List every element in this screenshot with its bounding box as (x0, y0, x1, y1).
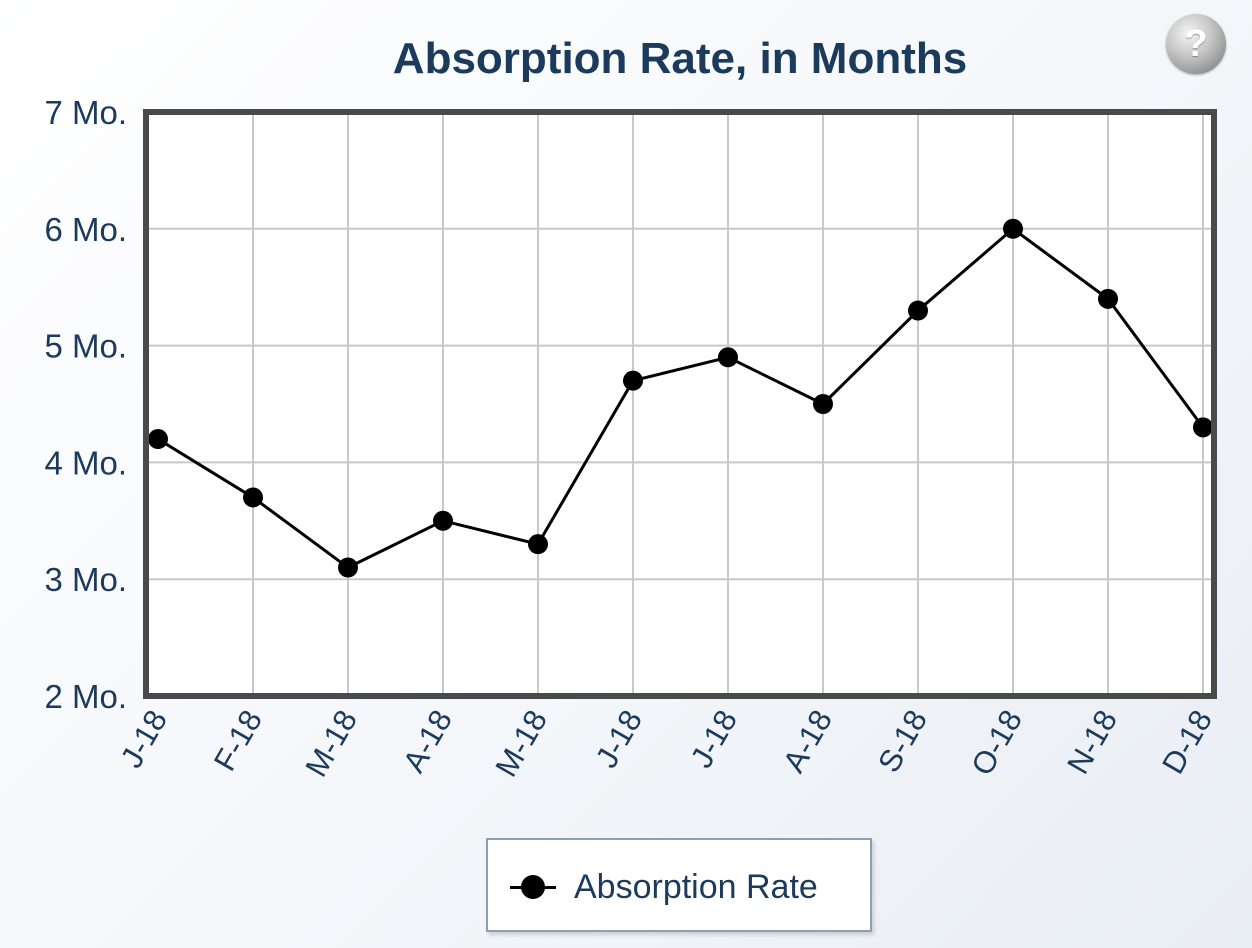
x-tick-label: A-18 (396, 704, 459, 778)
data-point (908, 300, 928, 321)
x-tick-label: N-18 (1060, 704, 1124, 780)
data-point (718, 347, 738, 368)
plot-area-frame (143, 109, 1217, 699)
data-point (338, 557, 358, 578)
series-line-absorption-rate (157, 227, 1205, 570)
question-mark-icon: ? (1184, 23, 1208, 65)
y-axis-tick-labels: 7 Mo. 6 Mo. 5 Mo. 4 Mo. 3 Mo. 2 Mo. (44, 94, 127, 715)
data-point (433, 510, 453, 531)
data-point (813, 394, 833, 414)
chart-title: Absorption Rate, in Months (393, 34, 967, 83)
legend: Absorption Rate (486, 838, 872, 932)
y-tick-label: 5 Mo. (44, 328, 127, 365)
y-tick-label: 4 Mo. (44, 444, 127, 481)
y-tick-label: 6 Mo. (44, 211, 127, 248)
x-tick-label: M-18 (298, 704, 364, 783)
y-tick-label: 3 Mo. (44, 561, 127, 598)
data-point (1098, 288, 1118, 309)
data-point (1193, 417, 1213, 438)
x-axis-tick-labels: J-18 F-18 M-18 A-18 M-18 J-18 J-18 A-18 S-18 O-18… (114, 704, 1219, 783)
grid-lines (146, 112, 1214, 696)
data-point (528, 534, 548, 555)
x-tick-label: S-18 (871, 704, 934, 778)
data-point (1003, 218, 1023, 239)
data-point (623, 370, 643, 391)
help-button[interactable]: ? (1166, 14, 1226, 74)
x-tick-label: F-18 (207, 704, 269, 777)
x-tick-label: A-18 (776, 704, 839, 778)
x-tick-label: D-18 (1155, 704, 1219, 780)
data-points (148, 218, 1213, 578)
y-tick-label: 2 Mo. (44, 678, 127, 715)
x-tick-label: J-18 (684, 704, 744, 774)
data-point (243, 487, 263, 508)
legend-label-absorption-rate: Absorption Rate (574, 868, 818, 906)
y-tick-label: 7 Mo. (44, 94, 127, 131)
x-tick-label: J-18 (589, 704, 649, 774)
data-point (148, 429, 168, 450)
plot-area-background (146, 112, 1214, 696)
x-tick-label: O-18 (964, 704, 1029, 781)
x-tick-label: M-18 (488, 704, 554, 783)
legend-dot-marker (521, 875, 545, 899)
